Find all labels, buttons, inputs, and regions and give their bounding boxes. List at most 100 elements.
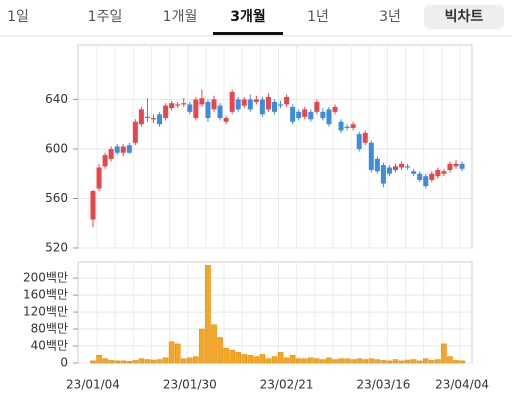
candle-body xyxy=(223,118,229,122)
candle-body xyxy=(374,158,380,172)
candle-body xyxy=(435,170,441,177)
candle-body xyxy=(108,148,114,159)
y-tick-label: 40백만 xyxy=(31,339,68,353)
candle-body xyxy=(368,142,374,171)
volume-bar xyxy=(320,359,326,364)
volume-bar xyxy=(205,265,211,364)
tab[interactable]: 3개월 xyxy=(230,8,266,25)
volume-bar xyxy=(193,356,199,364)
volume-bar xyxy=(138,358,145,364)
tab[interactable]: 1일 xyxy=(7,9,29,25)
volume-bar xyxy=(144,359,151,364)
candle-body xyxy=(453,163,459,167)
volume-bar xyxy=(156,359,163,364)
volume-bar xyxy=(187,357,193,364)
plot-frame xyxy=(77,44,473,249)
candle-body xyxy=(344,126,350,128)
volume-bar xyxy=(362,359,369,364)
candle-body xyxy=(272,101,277,112)
candle-body xyxy=(393,166,398,171)
volume-bar xyxy=(289,355,296,364)
y-tick-label: 200백만 xyxy=(23,271,68,285)
y-tick-label: 160백만 xyxy=(23,288,68,302)
volume-bar xyxy=(410,359,417,364)
volume-bar xyxy=(392,359,399,364)
volume-bar xyxy=(314,358,320,364)
y-tick-label: 120백만 xyxy=(23,305,68,319)
volume-bar xyxy=(295,358,302,364)
candle-body xyxy=(138,109,144,125)
volume-bar xyxy=(350,359,356,364)
volume-bar xyxy=(453,360,459,364)
volume-bar xyxy=(332,359,338,364)
candle-body xyxy=(217,105,223,119)
big-chart-label[interactable]: 빅차트 xyxy=(445,8,484,25)
candle-body xyxy=(181,103,187,105)
x-tick-label: 23/01/30 xyxy=(163,378,217,392)
candle-body xyxy=(296,111,302,119)
tab-underline xyxy=(213,32,283,35)
volume-bar xyxy=(459,360,465,364)
candle-body xyxy=(211,99,217,110)
volume-bar xyxy=(150,359,157,364)
candle-body xyxy=(386,167,392,174)
big-chart-button[interactable] xyxy=(424,5,504,29)
candle-body xyxy=(235,99,241,110)
y-tick-label: 600 xyxy=(45,141,68,155)
volume-bar xyxy=(307,357,314,364)
volume-bar xyxy=(162,357,169,364)
candle-body xyxy=(278,104,284,106)
volume-bar xyxy=(247,355,254,364)
candle-body xyxy=(96,167,102,189)
tab[interactable]: 3년 xyxy=(379,9,401,25)
x-tick-label: 23/04/04 xyxy=(435,378,489,392)
candle-body xyxy=(157,114,163,125)
volume-bar xyxy=(102,358,108,364)
volume-bar xyxy=(404,359,411,364)
volume-bar xyxy=(126,361,133,364)
y-tick-label: 80백만 xyxy=(31,322,68,336)
candle-body xyxy=(429,173,435,180)
volume-bar xyxy=(120,360,127,364)
volume-bar xyxy=(235,352,241,364)
volume-bar xyxy=(344,358,350,364)
candle-body xyxy=(423,176,429,187)
volume-bar xyxy=(374,359,381,364)
tab[interactable]: 1개월 xyxy=(163,9,198,25)
volume-bar xyxy=(277,352,284,364)
volume-bar xyxy=(180,358,187,364)
candle-body xyxy=(380,165,386,184)
candle-body xyxy=(314,101,320,112)
volume-bar xyxy=(168,341,175,364)
candle-body xyxy=(417,173,423,180)
volume-bar xyxy=(380,360,387,364)
volume-bar xyxy=(368,358,375,364)
candle-body xyxy=(320,111,326,119)
candle-body xyxy=(102,155,108,167)
volume-bar xyxy=(386,360,393,364)
candle-body xyxy=(265,96,271,110)
tab[interactable]: 1주일 xyxy=(88,9,123,25)
y-tick-label: 0 xyxy=(60,356,68,370)
volume-bar xyxy=(435,359,441,364)
candle-body xyxy=(326,109,332,125)
candle-body xyxy=(332,106,338,112)
volume-bar xyxy=(241,354,248,364)
candle-body xyxy=(241,99,247,106)
candle-body xyxy=(350,124,356,128)
volume-bar xyxy=(416,360,423,364)
volume-bar xyxy=(259,354,266,364)
volume-bar xyxy=(422,358,429,364)
candle-body xyxy=(302,109,308,117)
volume-bar xyxy=(90,360,96,364)
tab[interactable]: 1년 xyxy=(307,9,329,25)
candle-body xyxy=(447,163,453,171)
y-tick-label: 520 xyxy=(45,241,68,255)
candle-body xyxy=(193,99,199,119)
candle-body xyxy=(132,121,138,143)
volume-bar xyxy=(338,358,344,364)
volume-bar xyxy=(199,328,205,364)
volume-bar xyxy=(301,358,308,364)
